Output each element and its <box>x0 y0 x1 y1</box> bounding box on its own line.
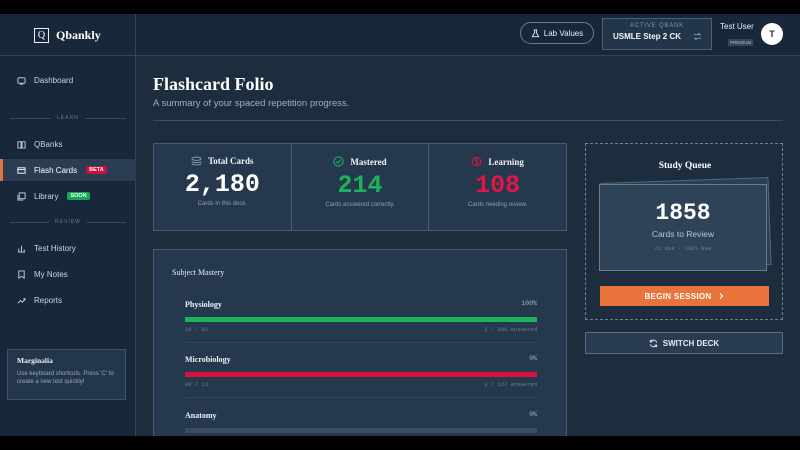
sidebar-item-label: Flash Cards <box>34 165 78 175</box>
sidebar-item-dashboard[interactable]: Dashboard <box>0 69 136 91</box>
switch-deck-label: SWITCH DECK <box>662 338 720 348</box>
stat-label: Learning <box>488 156 524 167</box>
subject-percent: 0% <box>529 355 537 362</box>
sidebar-item-library[interactable]: Library SOON <box>0 185 136 207</box>
divider <box>153 120 783 121</box>
page-title: Flashcard Folio <box>153 74 274 94</box>
review-card: 1858 Cards to Review 61 Due · 1801 New <box>599 184 767 271</box>
sidebar-item-label: Dashboard <box>34 75 74 85</box>
sidebar-item-reports[interactable]: Reports <box>0 289 136 311</box>
sidebar-item-label: Reports <box>34 295 63 305</box>
stat-value: 2,180 <box>184 170 260 199</box>
subject-name: Anatomy <box>185 411 217 420</box>
subject-name: Microbiology <box>185 355 231 364</box>
stat-value: 214 <box>337 171 383 200</box>
brand-area <box>0 14 136 56</box>
queue-breakdown: 61 Due · 1801 New <box>654 245 712 252</box>
beta-badge: BETA <box>86 166 107 174</box>
subject-row-physiology[interactable]: Physiology 100% 20 / 02 2 / 300 Answered <box>185 300 537 343</box>
sidebar: Dashboard LEARN QBanks Flash Cards BETA … <box>0 56 136 436</box>
section-label-learn: LEARN <box>10 114 126 122</box>
book-icon <box>17 140 26 149</box>
progress-bar <box>185 428 537 433</box>
subject-meta-left: 20 / 02 <box>185 326 209 333</box>
sidebar-item-flash-cards[interactable]: Flash Cards BETA <box>0 159 136 181</box>
sidebar-item-my-notes[interactable]: My Notes <box>0 263 136 285</box>
subject-mastery-title: Subject Mastery <box>172 268 225 277</box>
soon-badge: SOON <box>67 192 90 200</box>
sidebar-item-label: Test History <box>34 243 76 253</box>
subject-meta-left: 00 / 13 <box>185 381 209 388</box>
subject-percent: 0% <box>529 411 537 418</box>
stat-caption: Cards answered correctly. <box>325 202 395 208</box>
progress-bar <box>185 372 537 377</box>
stat-mastered: Mastered 214 Cards answered correctly. <box>292 144 430 230</box>
swap-icon <box>693 32 702 41</box>
qbank-caption: ACTIVE QBANK <box>630 23 684 29</box>
section-label-review: REVIEW <box>10 218 126 226</box>
user-name: Test User <box>720 22 754 31</box>
marginalia-tip: Marginalia Use keyboard shortcuts. Press… <box>7 349 126 400</box>
top-bar: Q Qbankly Lab Values ACTIVE QBANK USMLE … <box>0 14 800 56</box>
marginalia-title: Marginalia <box>17 356 53 365</box>
sidebar-item-label: My Notes <box>34 269 68 279</box>
marginalia-text: Use keyboard shortcuts. Press 'C' to cre… <box>17 371 114 386</box>
stack-icon <box>191 156 202 166</box>
lab-values-label: Lab Values <box>543 28 584 38</box>
subject-percent: 100% <box>521 300 537 307</box>
progress-bar <box>185 317 537 322</box>
subject-meta-right: 3 / 227 Answered <box>484 381 537 388</box>
cards-icon <box>17 166 26 174</box>
trend-icon <box>17 297 26 304</box>
flask-icon <box>531 28 540 37</box>
check-circle-icon <box>333 156 344 167</box>
sidebar-item-qbanks[interactable]: QBanks <box>0 133 136 155</box>
user-info[interactable]: Test User PREMIUM <box>720 22 760 49</box>
begin-session-button[interactable]: BEGIN SESSION <box>600 286 769 306</box>
begin-session-label: BEGIN SESSION <box>644 291 712 301</box>
stat-label: Mastered <box>350 156 387 167</box>
active-qbank-selector[interactable]: ACTIVE QBANK USMLE Step 2 CK <box>602 18 712 50</box>
library-icon <box>17 191 26 201</box>
row-divider <box>185 342 537 343</box>
stat-caption: Cards in this deck. <box>197 201 248 207</box>
refresh-icon <box>649 339 657 347</box>
study-queue-panel: Study Queue 1858 Cards to Review 61 Due … <box>585 143 783 320</box>
subject-row-anatomy[interactable]: Anatomy 0% <box>185 411 537 433</box>
avatar[interactable]: T <box>761 23 783 45</box>
bar-chart-icon <box>17 245 26 253</box>
stats-panel: Total Cards 2,180 Cards in this deck. Ma… <box>153 143 567 231</box>
study-queue-title: Study Queue <box>658 161 712 171</box>
brand-logo: Q <box>34 27 49 43</box>
subject-name: Physiology <box>185 300 222 309</box>
brand-name: Qbankly <box>56 27 101 42</box>
premium-badge: PREMIUM <box>728 39 754 46</box>
cards-to-review-label: Cards to Review <box>651 229 715 239</box>
lab-values-button[interactable]: Lab Values <box>520 22 594 44</box>
sidebar-item-test-history[interactable]: Test History <box>0 237 136 259</box>
qbank-value: USMLE Step 2 CK <box>613 32 682 41</box>
dashboard-icon <box>17 76 26 85</box>
chevron-right-icon <box>719 293 723 299</box>
subject-row-microbiology[interactable]: Microbiology 0% 00 / 13 3 / 227 Answered <box>185 355 537 398</box>
cards-to-review-count: 1858 <box>655 200 711 226</box>
subject-mastery-panel: Subject Mastery Physiology 100% 20 / 02 … <box>153 249 567 436</box>
app-window: Q Qbankly Lab Values ACTIVE QBANK USMLE … <box>0 14 800 436</box>
stat-label: Total Cards <box>208 156 254 166</box>
progress-fill <box>185 372 537 377</box>
page-subtitle: A summary of your spaced repetition prog… <box>153 98 350 109</box>
switch-deck-button[interactable]: SWITCH DECK <box>585 332 783 354</box>
stat-total-cards: Total Cards 2,180 Cards in this deck. <box>154 144 292 230</box>
stat-learning: Learning 108 Cards needing review. <box>429 144 566 230</box>
row-divider <box>185 397 537 398</box>
stat-value: 108 <box>475 171 521 200</box>
progress-fill <box>185 317 537 322</box>
brain-icon <box>472 156 482 167</box>
sidebar-item-label: Library <box>34 191 59 201</box>
sidebar-item-label: QBanks <box>34 139 63 149</box>
subject-meta-right: 2 / 300 Answered <box>484 326 537 333</box>
stat-caption: Cards needing review. <box>467 202 528 208</box>
bookmark-icon <box>18 269 25 279</box>
